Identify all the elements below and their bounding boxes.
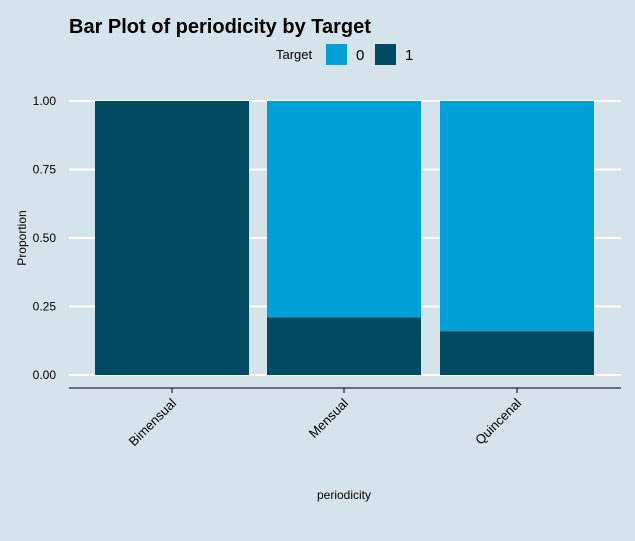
y-axis: 0.00 0.25 0.50 0.75 1.00 [33, 94, 57, 382]
bar-mensual-target-1 [267, 317, 421, 375]
legend-swatch-0 [326, 44, 347, 65]
bar-bimensual-target-1 [95, 101, 249, 375]
bar-mensual-target-0 [267, 101, 421, 318]
chart-title: Bar Plot of periodicity by Target [69, 16, 371, 38]
x-axis-title: periodicity [317, 488, 371, 502]
bars [95, 101, 594, 375]
bar-quincenal-target-1 [440, 331, 594, 375]
y-tick-label-2: 0.50 [33, 231, 57, 245]
bar-quincenal-target-0 [440, 101, 594, 332]
y-tick-label-0: 0.00 [33, 368, 57, 382]
y-tick-label-1: 0.25 [33, 300, 57, 314]
legend-label-1: 1 [405, 47, 413, 64]
legend-swatch-1 [375, 44, 396, 65]
y-tick-label-4: 1.00 [33, 94, 57, 108]
y-axis-title: Proportion [15, 210, 29, 265]
legend-title: Target [276, 47, 313, 62]
legend-label-0: 0 [356, 47, 364, 64]
y-tick-label-3: 0.75 [33, 163, 57, 177]
legend: Target 0 1 [276, 44, 413, 65]
